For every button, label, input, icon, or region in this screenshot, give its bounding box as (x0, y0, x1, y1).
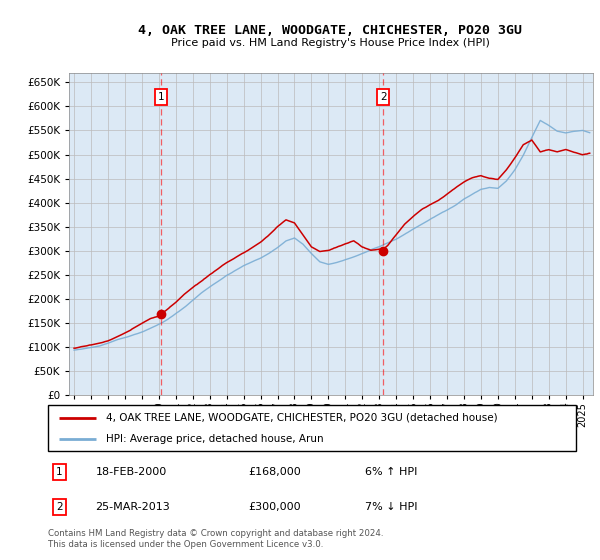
Text: Contains HM Land Registry data © Crown copyright and database right 2024.
This d: Contains HM Land Registry data © Crown c… (48, 529, 383, 549)
Text: £300,000: £300,000 (248, 502, 301, 512)
Text: 2: 2 (380, 92, 386, 102)
Text: 4, OAK TREE LANE, WOODGATE, CHICHESTER, PO20 3GU (detached house): 4, OAK TREE LANE, WOODGATE, CHICHESTER, … (106, 413, 498, 423)
Text: 25-MAR-2013: 25-MAR-2013 (95, 502, 170, 512)
Text: 1: 1 (158, 92, 164, 102)
Text: HPI: Average price, detached house, Arun: HPI: Average price, detached house, Arun (106, 435, 324, 444)
Text: 4, OAK TREE LANE, WOODGATE, CHICHESTER, PO20 3GU: 4, OAK TREE LANE, WOODGATE, CHICHESTER, … (138, 24, 522, 37)
Text: 1: 1 (56, 468, 63, 477)
Text: Price paid vs. HM Land Registry's House Price Index (HPI): Price paid vs. HM Land Registry's House … (170, 38, 490, 48)
Text: 7% ↓ HPI: 7% ↓ HPI (365, 502, 418, 512)
Text: 18-FEB-2000: 18-FEB-2000 (95, 468, 167, 477)
Text: 6% ↑ HPI: 6% ↑ HPI (365, 468, 417, 477)
Text: £168,000: £168,000 (248, 468, 301, 477)
Text: 2: 2 (56, 502, 63, 512)
FancyBboxPatch shape (48, 405, 576, 451)
